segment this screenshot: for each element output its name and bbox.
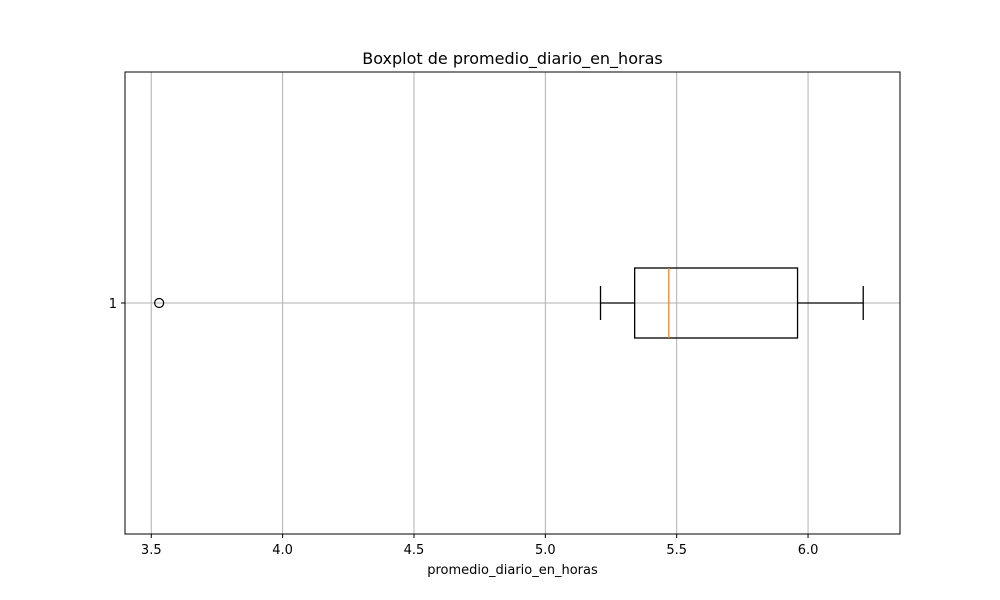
outlier-point [154,297,165,309]
x-axis-label: promedio_diario_en_horas [427,563,598,578]
x-tick-label: 5.0 [535,543,556,558]
chart-title: Boxplot de promedio_diario_en_horas [362,49,662,69]
x-tick-label: 5.5 [666,543,687,558]
x-tick-label: 4.0 [272,543,293,558]
x-tick-label: 3.5 [141,543,162,558]
x-tick-label: 4.5 [404,543,425,558]
x-tick-label: 6.0 [798,543,819,558]
iqr-box [634,267,799,339]
tick-layer: 3.5 4.0 4.5 5.0 5.5 6.0 1 [109,297,819,558]
box-layer [154,267,864,339]
y-tick-label: 1 [109,297,117,312]
